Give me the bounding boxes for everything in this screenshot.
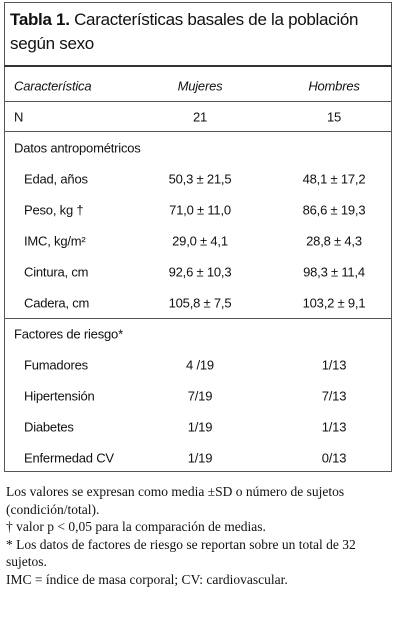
row-label: Fumadores: [24, 357, 88, 373]
section-title: Factores de riesgo*: [14, 326, 123, 342]
row-label: N: [14, 109, 24, 125]
data-cell: 105,8 ± 7,5: [168, 295, 232, 311]
column-header: Característica: [14, 78, 92, 94]
row-label: IMC, kg/m²: [24, 233, 86, 249]
title-text: Características basales de la población …: [10, 10, 359, 53]
footnotes: Los valores se expresan como media ±SD o…: [6, 483, 392, 588]
section-title: Datos antropométricos: [14, 140, 141, 156]
data-cell: 1/13: [321, 357, 347, 373]
data-cell: 86,6 ± 19,3: [302, 202, 366, 218]
data-cell: 103,2 ± 9,1: [302, 295, 366, 311]
row-label: Cintura, cm: [24, 264, 89, 280]
column-header: Mujeres: [177, 78, 223, 94]
row-label: Hipertensión: [24, 388, 95, 404]
row-label: Peso, kg †: [24, 202, 84, 218]
rule: [4, 318, 392, 319]
row-label: Cadera, cm: [24, 295, 90, 311]
footnote: † valor p < 0,05 para la comparación de …: [6, 519, 266, 534]
data-cell: 29,0 ± 4,1: [172, 233, 228, 249]
footnote: * Los datos de factores de riesgo se rep…: [6, 536, 356, 570]
table-title: Tabla 1. Características basales de la p…: [10, 8, 382, 56]
column-header: Hombres: [308, 78, 360, 94]
footnote: IMC = índice de masa corporal; CV: cardi…: [6, 571, 288, 587]
row-label: Diabetes: [24, 419, 74, 435]
row-label: Enfermedad CV: [24, 450, 114, 466]
data-cell: 15: [326, 109, 342, 125]
data-cell: 28,8 ± 4,3: [306, 233, 362, 249]
data-cell: 4 /19: [186, 357, 214, 373]
data-cell: 1/13: [321, 419, 347, 435]
data-cell: 48,1 ± 17,2: [302, 171, 366, 187]
data-cell: 21: [192, 109, 208, 125]
data-cell: 0/13: [321, 450, 347, 466]
data-cell: 1/19: [187, 419, 213, 435]
data-cell: 71,0 ± 11,0: [169, 202, 231, 218]
data-cell: 98,3 ± 11,4: [303, 264, 365, 280]
rule: [4, 65, 392, 67]
row-label: Edad, años: [24, 171, 88, 187]
data-cell: 50,3 ± 21,5: [168, 171, 232, 187]
data-cell: 1/19: [187, 450, 213, 466]
table-frame: [4, 2, 392, 472]
table-number: Tabla 1.: [10, 10, 70, 29]
data-cell: 7/19: [187, 388, 213, 404]
rule: [4, 101, 392, 102]
rule: [4, 131, 392, 132]
footnote: Los valores se expresan como media ±SD o…: [6, 484, 345, 517]
data-cell: 7/13: [321, 388, 347, 404]
data-cell: 92,6 ± 10,3: [168, 264, 232, 280]
